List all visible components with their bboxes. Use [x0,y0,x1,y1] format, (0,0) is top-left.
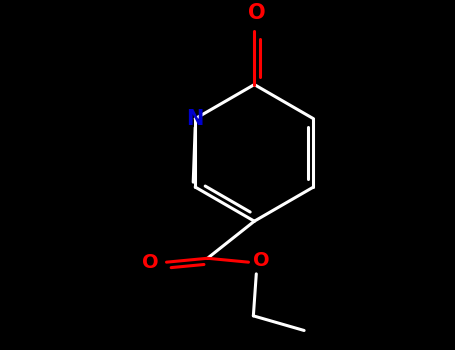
Text: N: N [187,109,204,129]
Text: O: O [248,3,266,23]
Text: O: O [253,251,270,270]
Text: O: O [142,253,159,272]
